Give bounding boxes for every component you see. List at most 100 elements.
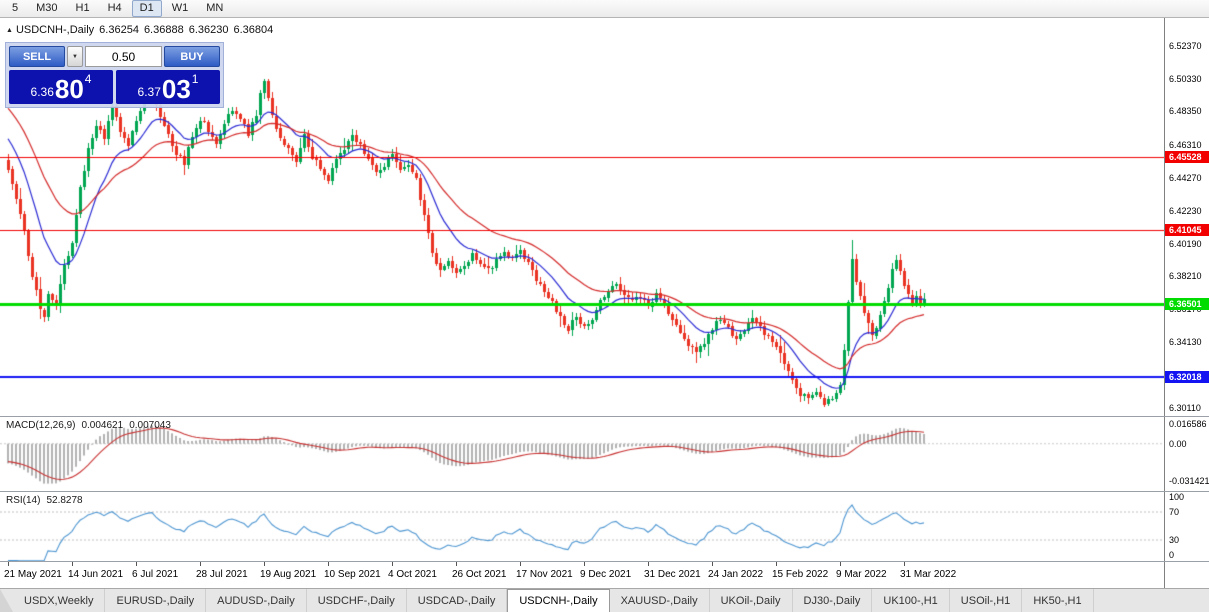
time-axis-tick [776,562,777,566]
price-level-label: 6.45528 [1165,151,1209,164]
time-axis-tick [392,562,393,566]
time-axis-label: 17 Nov 2021 [516,569,573,580]
time-axis-label: 28 Jul 2021 [196,569,248,580]
one-click-trading-toggle-icon[interactable]: ▲ [6,26,13,34]
timeframe-button-h1[interactable]: H1 [75,2,90,14]
macd-signal-value: 0.007043 [129,420,171,431]
time-axis-tick [328,562,329,566]
time-axis-label: 26 Oct 2021 [452,569,507,580]
time-axis[interactable]: 21 May 2021 14 Jun 2021 6 Jul 2021 28 Jul 2… [0,562,1164,588]
chevron-down-icon: ▼ [72,53,78,60]
buy-price-prefix: 6.37 [137,85,161,99]
price-axis-label: 6.30110 [1169,402,1201,413]
chart-tab-xauusd-daily[interactable]: XAUUSD-,Daily [610,589,710,612]
sell-price-pip-digit: 4 [84,72,92,86]
time-axis-label: 15 Feb 2022 [772,569,829,580]
price-level-label: 6.36501 [1165,297,1209,310]
panel-separator [0,416,1209,417]
tab-bar-corner-decoration [0,589,13,612]
chart-workspace: ▲ USDCNH-,Daily 6.36254 6.36888 6.36230 … [0,18,1209,588]
price-axis-label: 6.48350 [1169,106,1202,117]
trade-panel-prices-row: 6.36 80 4 6.37 03 1 [9,70,220,104]
time-axis-tick [72,562,73,566]
price-axis[interactable]: 6.52370 6.50330 6.48350 6.46310 6.44270 6.422… [1164,18,1209,588]
timeframe-button-d1[interactable]: D1 [131,0,162,17]
time-axis-label: 19 Aug 2021 [260,569,317,580]
chart-tab-uk100-h1[interactable]: UK100-,H1 [872,589,950,612]
timeframe-button-w1[interactable]: W1 [171,2,189,14]
macd-axis-label: 0.016586 [1169,419,1207,430]
time-axis-tick [200,562,201,566]
time-axis-tick [456,562,457,566]
time-axis-label: 10 Sep 2021 [324,569,381,580]
chart-tab-hk50-h1[interactable]: HK50-,H1 [1022,589,1094,612]
buy-price-display[interactable]: 6.37 03 1 [116,70,220,104]
time-axis-tick [712,562,713,566]
macd-main-value: 0.004621 [81,420,124,431]
panel-separator [0,491,1209,492]
timeframe-button-5[interactable]: 5 [12,2,19,14]
chart-tab-usdcnh-daily[interactable]: USDCNH-,Daily [507,589,610,612]
ohlc-low-value: 6.36230 [188,24,229,36]
rsi-axis-label: 30 [1169,535,1180,545]
time-axis-label: 31 Mar 2022 [900,569,957,580]
rsi-axis-label: 0 [1169,550,1175,560]
time-axis-label: 6 Jul 2021 [132,569,179,580]
time-axis-label: 9 Dec 2021 [580,569,632,580]
sell-button[interactable]: SELL [9,46,65,67]
sell-price-big-digits: 80 [54,74,84,104]
chart-tab-eurusd-daily[interactable]: EURUSD-,Daily [105,589,207,612]
price-axis-label: 6.52370 [1169,41,1202,52]
ohlc-open-value: 6.36254 [99,24,139,36]
price-axis-label: 6.50330 [1169,74,1202,85]
timeframe-button-mn[interactable]: MN [206,2,224,14]
sell-price-display[interactable]: 6.36 80 4 [9,70,113,104]
chart-tab-bar: USDX,Weekly EURUSD-,Daily AUDUSD-,Daily USD… [0,588,1209,612]
rsi-axis-label: 70 [1169,507,1180,517]
chart-tab-usdcad-daily[interactable]: USDCAD-,Daily [407,589,508,612]
time-axis-tick [904,562,905,566]
time-axis-tick [136,562,137,566]
macd-indicator-label: MACD(12,26,9) 0.004621 0.007043 [6,420,171,431]
buy-button[interactable]: BUY [164,46,220,67]
macd-axis-label: -0.031421 [1169,475,1209,486]
ohlc-high-value: 6.36888 [143,24,184,36]
chart-ohlc-header: ▲ USDCNH-,Daily 6.36254 6.36888 6.36230 … [6,24,273,36]
price-axis-label: 6.38210 [1169,271,1202,282]
timeframe-button-m30[interactable]: M30 [36,2,58,14]
sell-price-prefix: 6.36 [30,85,54,99]
price-axis-label: 6.42230 [1169,205,1202,216]
time-axis-tick [520,562,521,566]
time-axis-label: 21 May 2021 [4,569,62,580]
panel-separator [0,561,1209,562]
time-axis-tick [840,562,841,566]
time-axis-label: 24 Jan 2022 [708,569,764,580]
rsi-name: RSI(14) [6,495,41,506]
time-axis-label: 9 Mar 2022 [836,569,887,580]
chart-tab-usoil-h1[interactable]: USOil-,H1 [950,589,1023,612]
time-axis-label: 31 Dec 2021 [644,569,701,580]
buy-price-pip-digit: 1 [191,72,199,86]
price-axis-label: 6.44270 [1169,172,1202,183]
chart-tab-audusd-daily[interactable]: AUDUSD-,Daily [206,589,307,612]
chart-tab-usdchf-daily[interactable]: USDCHF-,Daily [307,589,407,612]
chart-symbol-label: USDCNH-,Daily [15,24,95,36]
one-click-trading-panel: SELL ▼ 0.50 BUY 6.36 80 4 6.37 03 1 [5,42,224,108]
timeframe-button-h4[interactable]: H4 [107,2,122,14]
volume-input[interactable]: 0.50 [85,46,162,67]
macd-axis-label: 0.00 [1169,438,1187,449]
price-chart-canvas[interactable] [0,18,1164,561]
volume-dropdown-button[interactable]: ▼ [67,46,83,67]
price-level-label: 6.32018 [1165,370,1209,383]
price-axis-label: 6.34130 [1169,337,1202,348]
rsi-axis-label: 100 [1169,492,1185,502]
price-axis-label: 6.40190 [1169,238,1202,249]
price-level-label: 6.41045 [1165,224,1209,237]
time-axis-tick [584,562,585,566]
price-axis-label: 6.46310 [1169,139,1202,150]
chart-tab-usdx-weekly[interactable]: USDX,Weekly [13,589,106,612]
ohlc-close-value: 6.36804 [233,24,274,36]
chart-tab-dj30-daily[interactable]: DJ30-,Daily [793,589,873,612]
chart-tab-ukoil-daily[interactable]: UKOil-,Daily [710,589,793,612]
rsi-indicator-label: RSI(14) 52.8278 [6,495,83,506]
